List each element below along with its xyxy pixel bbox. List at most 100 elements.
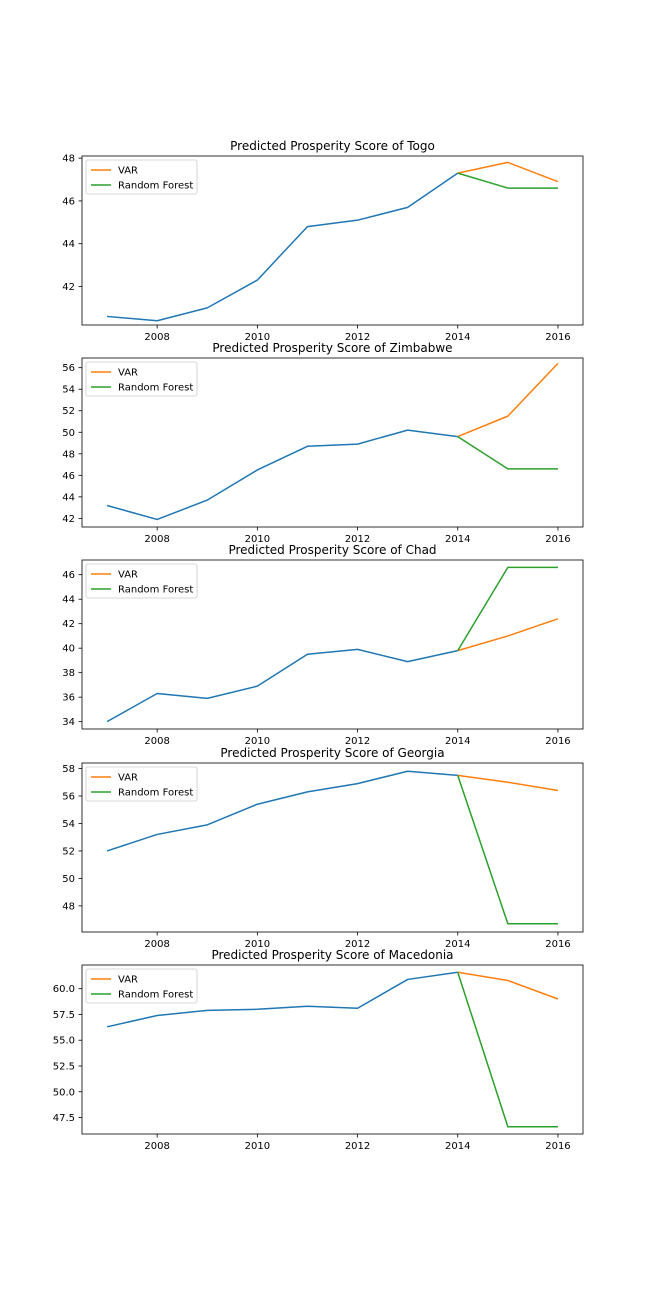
y-tick-label: 38 [62, 668, 75, 679]
y-tick-label: 47.5 [53, 1113, 75, 1124]
x-tick-label: 2010 [245, 939, 270, 950]
x-tick-label: 2012 [345, 332, 370, 343]
legend-box [85, 968, 198, 1004]
x-tick-label: 2008 [144, 1141, 169, 1152]
legend-box [85, 361, 198, 397]
y-tick-label: 54 [62, 385, 75, 396]
legend: VAR Random Forest [85, 159, 198, 195]
x-tick-label: 2016 [545, 1141, 570, 1152]
legend-label: Random Forest [118, 383, 193, 394]
y-tick-label: 56 [62, 363, 75, 374]
y-tick-label: 48 [62, 901, 75, 912]
x-tick-label: 2016 [545, 939, 570, 950]
y-tick-label: 52 [62, 406, 75, 417]
x-tick-label: 2012 [345, 534, 370, 545]
y-tick-label: 36 [62, 693, 75, 704]
series-group [106, 362, 559, 521]
chart-3: 2008 2010 2012 2014 2016 34 36 38 40 42 44 46 Predic… [62, 543, 584, 747]
y-tick-label: 46 [62, 570, 75, 581]
chart-4: 2008 2010 2012 2014 2016 48 50 52 54 56 58 Predicte… [62, 746, 584, 950]
series-group [106, 770, 559, 925]
axis-frame [81, 762, 584, 933]
legend-label: Random Forest [118, 181, 193, 192]
legend-box [85, 766, 198, 802]
y-tick-label: 42 [62, 282, 75, 293]
axis-frame [81, 155, 584, 326]
y-tick-label: 40 [62, 644, 75, 655]
legend: VAR Random Forest [85, 766, 198, 802]
y-tick-label: 42 [62, 619, 75, 630]
chart-title: Predicted Prosperity Score of Chad [228, 543, 436, 557]
legend-label: VAR [118, 368, 138, 379]
y-tick-label: 44 [62, 239, 75, 250]
series-group [106, 971, 559, 1128]
y-tick-label: 52.5 [53, 1061, 75, 1072]
legend: VAR Random Forest [85, 563, 198, 599]
x-tick-label: 2014 [445, 1141, 470, 1152]
series-line-var [457, 971, 559, 1000]
x-tick-label: 2012 [345, 1141, 370, 1152]
x-tick-label: 2010 [245, 534, 270, 545]
y-tick-label: 55.0 [53, 1036, 75, 1047]
x-tick-label: 2014 [445, 736, 470, 747]
series-line-var [457, 362, 559, 438]
x-tick-label: 2016 [545, 534, 570, 545]
x-tick-label: 2010 [245, 736, 270, 747]
y-tick-label: 42 [62, 514, 75, 525]
legend-box [85, 159, 198, 195]
legend-label: Random Forest [118, 585, 193, 596]
y-tick-label: 54 [62, 819, 75, 830]
chart-title: Predicted Prosperity Score of Georgia [220, 746, 444, 760]
chart-1: 2008 2010 2012 2014 2016 42 44 46 48 Predicted Pr… [62, 139, 584, 343]
y-tick-label: 50 [62, 874, 75, 885]
x-tick-label: 2010 [245, 1141, 270, 1152]
x-tick-label: 2014 [445, 939, 470, 950]
chart-2: 2008 2010 2012 2014 2016 42 44 46 48 50 52 54 56 Pred… [62, 341, 584, 545]
series-line-random-forest [457, 971, 558, 1128]
legend: VAR Random Forest [85, 361, 198, 397]
y-tick-label: 46 [62, 196, 75, 207]
series-line-random-forest [457, 566, 558, 652]
y-tick-label: 50.0 [53, 1087, 75, 1098]
x-tick-label: 2012 [345, 939, 370, 950]
legend: VAR Random Forest [85, 968, 198, 1004]
series-line-history [106, 971, 458, 1028]
y-tick-label: 46 [62, 471, 75, 482]
x-tick-label: 2008 [144, 939, 169, 950]
legend-box [85, 563, 198, 599]
x-tick-label: 2016 [545, 332, 570, 343]
series-group [106, 566, 559, 723]
series-group [106, 161, 559, 322]
axis-frame [81, 964, 584, 1135]
y-tick-label: 48 [62, 154, 75, 165]
legend-label: Random Forest [118, 990, 193, 1001]
y-tick-label: 50 [62, 428, 75, 439]
x-tick-label: 2016 [545, 736, 570, 747]
axis-frame [81, 357, 584, 528]
legend-label: VAR [118, 975, 138, 986]
series-line-var [457, 618, 559, 652]
legend-label: VAR [118, 773, 138, 784]
chart-5: 2008 2010 2012 2014 2016 47.5 50.0 52.5 55.0 57.5… [53, 948, 584, 1152]
series-line-var [457, 774, 559, 792]
y-tick-label: 57.5 [53, 1010, 75, 1021]
x-tick-label: 2014 [445, 332, 470, 343]
chart-title: Predicted Prosperity Score of Macedonia [211, 948, 453, 962]
y-tick-label: 52 [62, 846, 75, 857]
legend-label: Random Forest [118, 788, 193, 799]
legend-label: VAR [118, 166, 138, 177]
y-tick-label: 48 [62, 449, 75, 460]
x-tick-label: 2010 [245, 332, 270, 343]
y-tick-label: 44 [62, 595, 75, 606]
series-line-history [106, 770, 458, 852]
x-tick-label: 2012 [345, 736, 370, 747]
x-tick-label: 2008 [144, 332, 169, 343]
series-line-random-forest [457, 435, 558, 470]
y-tick-label: 60.0 [53, 984, 75, 995]
chart-title: Predicted Prosperity Score of Zimbabwe [212, 341, 452, 355]
series-line-history [106, 429, 458, 521]
axis-frame [81, 559, 584, 730]
x-tick-label: 2014 [445, 534, 470, 545]
y-tick-label: 34 [62, 717, 75, 728]
